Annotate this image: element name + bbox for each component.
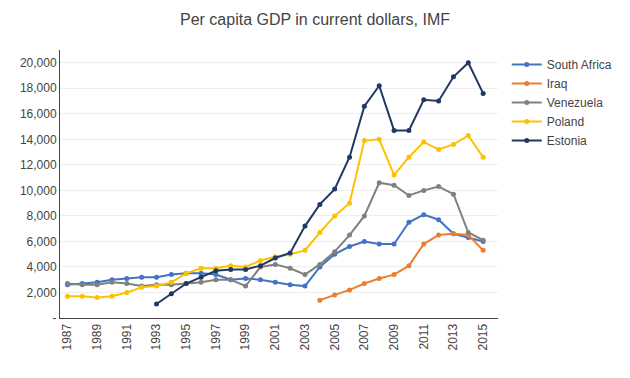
svg-text:Iraq: Iraq bbox=[547, 77, 568, 91]
svg-text:16,000: 16,000 bbox=[20, 107, 57, 121]
svg-text:2003: 2003 bbox=[298, 323, 312, 350]
svg-text:2015: 2015 bbox=[476, 323, 490, 350]
svg-text:1989: 1989 bbox=[90, 323, 104, 350]
svg-text:2,000: 2,000 bbox=[27, 286, 57, 300]
svg-text:2011: 2011 bbox=[417, 323, 431, 349]
svg-text:2009: 2009 bbox=[387, 323, 401, 350]
svg-text:Poland: Poland bbox=[547, 115, 584, 129]
svg-text:4,000: 4,000 bbox=[27, 260, 57, 274]
svg-text:2013: 2013 bbox=[446, 323, 460, 350]
svg-text:1993: 1993 bbox=[149, 323, 163, 350]
svg-text:1999: 1999 bbox=[238, 323, 252, 350]
svg-text:2001: 2001 bbox=[268, 323, 282, 350]
svg-text:Venezuela: Venezuela bbox=[547, 96, 603, 110]
svg-text:1991: 1991 bbox=[120, 323, 134, 350]
svg-text:12,000: 12,000 bbox=[20, 158, 57, 172]
svg-text:1997: 1997 bbox=[209, 323, 223, 350]
svg-text:6,000: 6,000 bbox=[27, 235, 57, 249]
svg-text:1987: 1987 bbox=[60, 323, 74, 350]
svg-text:14,000: 14,000 bbox=[20, 133, 57, 147]
svg-text:10,000: 10,000 bbox=[20, 184, 57, 198]
svg-text:Estonia: Estonia bbox=[547, 134, 587, 148]
svg-text:South Africa: South Africa bbox=[547, 58, 612, 72]
svg-text:-: - bbox=[53, 311, 57, 325]
svg-text:2005: 2005 bbox=[328, 323, 342, 350]
svg-text:8,000: 8,000 bbox=[27, 209, 57, 223]
svg-text:2007: 2007 bbox=[357, 323, 371, 350]
svg-text:1995: 1995 bbox=[179, 323, 193, 350]
svg-text:Per capita GDP in current doll: Per capita GDP in current dollars, IMF bbox=[180, 11, 450, 28]
svg-text:20,000: 20,000 bbox=[20, 56, 57, 70]
svg-text:18,000: 18,000 bbox=[20, 81, 57, 95]
